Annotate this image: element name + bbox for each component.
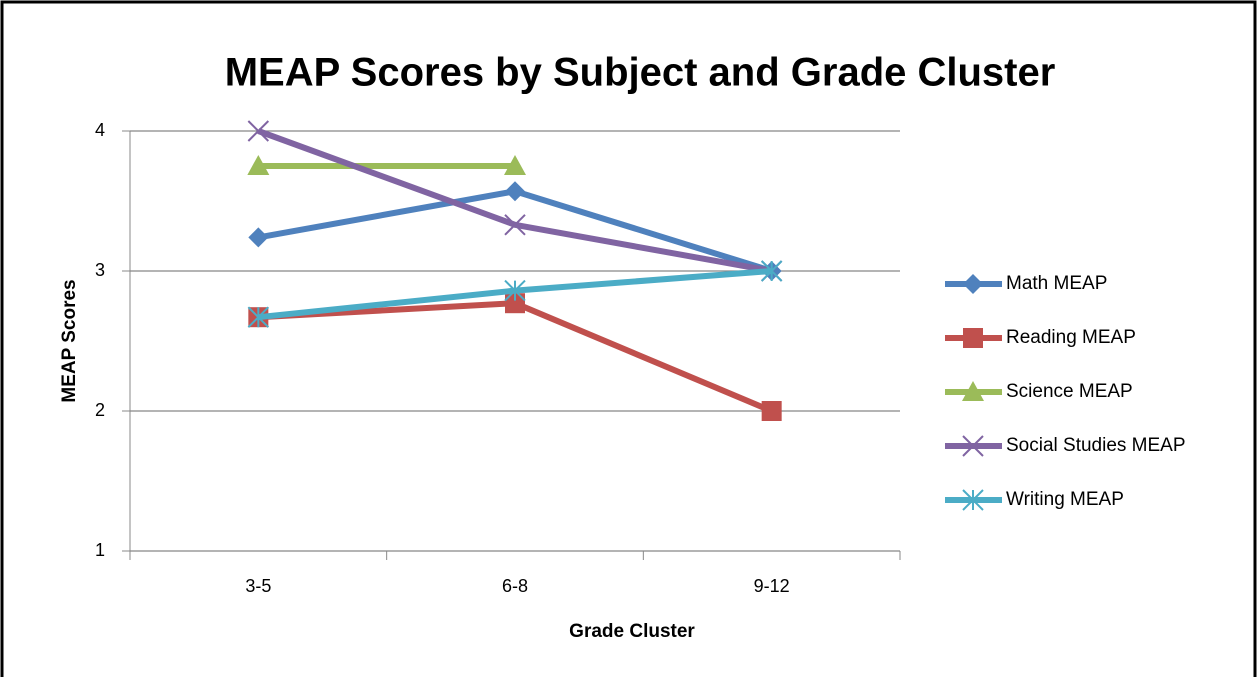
data-point [505,181,525,202]
x-tick-label: 6-8 [502,576,528,596]
legend-marker [963,328,983,348]
data-point [761,401,782,421]
y-tick-label: 1 [95,540,105,560]
data-point [504,279,526,302]
y-axis-label: MEAP Scores [59,279,80,402]
x-tick-label: 3-5 [245,576,271,596]
data-point [504,214,526,236]
chart-title: MEAP Scores by Subject and Grade Cluster [225,51,1056,95]
legend-marker [962,435,984,457]
legend-label: Social Studies MEAP [1006,435,1186,456]
data-point [247,120,270,142]
legend-label: Reading MEAP [1006,327,1136,348]
data-point [247,306,270,328]
data-point [247,155,270,175]
data-point [504,155,526,175]
x-axis-label: Grade Cluster [569,621,695,642]
data-point [760,260,783,282]
y-tick-label: 4 [95,120,105,140]
legend-marker [962,381,984,401]
y-tick-label: 3 [95,260,105,280]
legend-label: Science MEAP [1006,381,1133,402]
data-point [505,293,525,314]
data-point [248,227,269,248]
legend-marker [963,274,983,294]
x-tick-label: 9-12 [754,576,790,596]
legend-label: Math MEAP [1006,273,1107,294]
y-tick-label: 2 [95,400,105,420]
legend-label: Writing MEAP [1006,489,1124,510]
legend-marker [962,489,984,511]
